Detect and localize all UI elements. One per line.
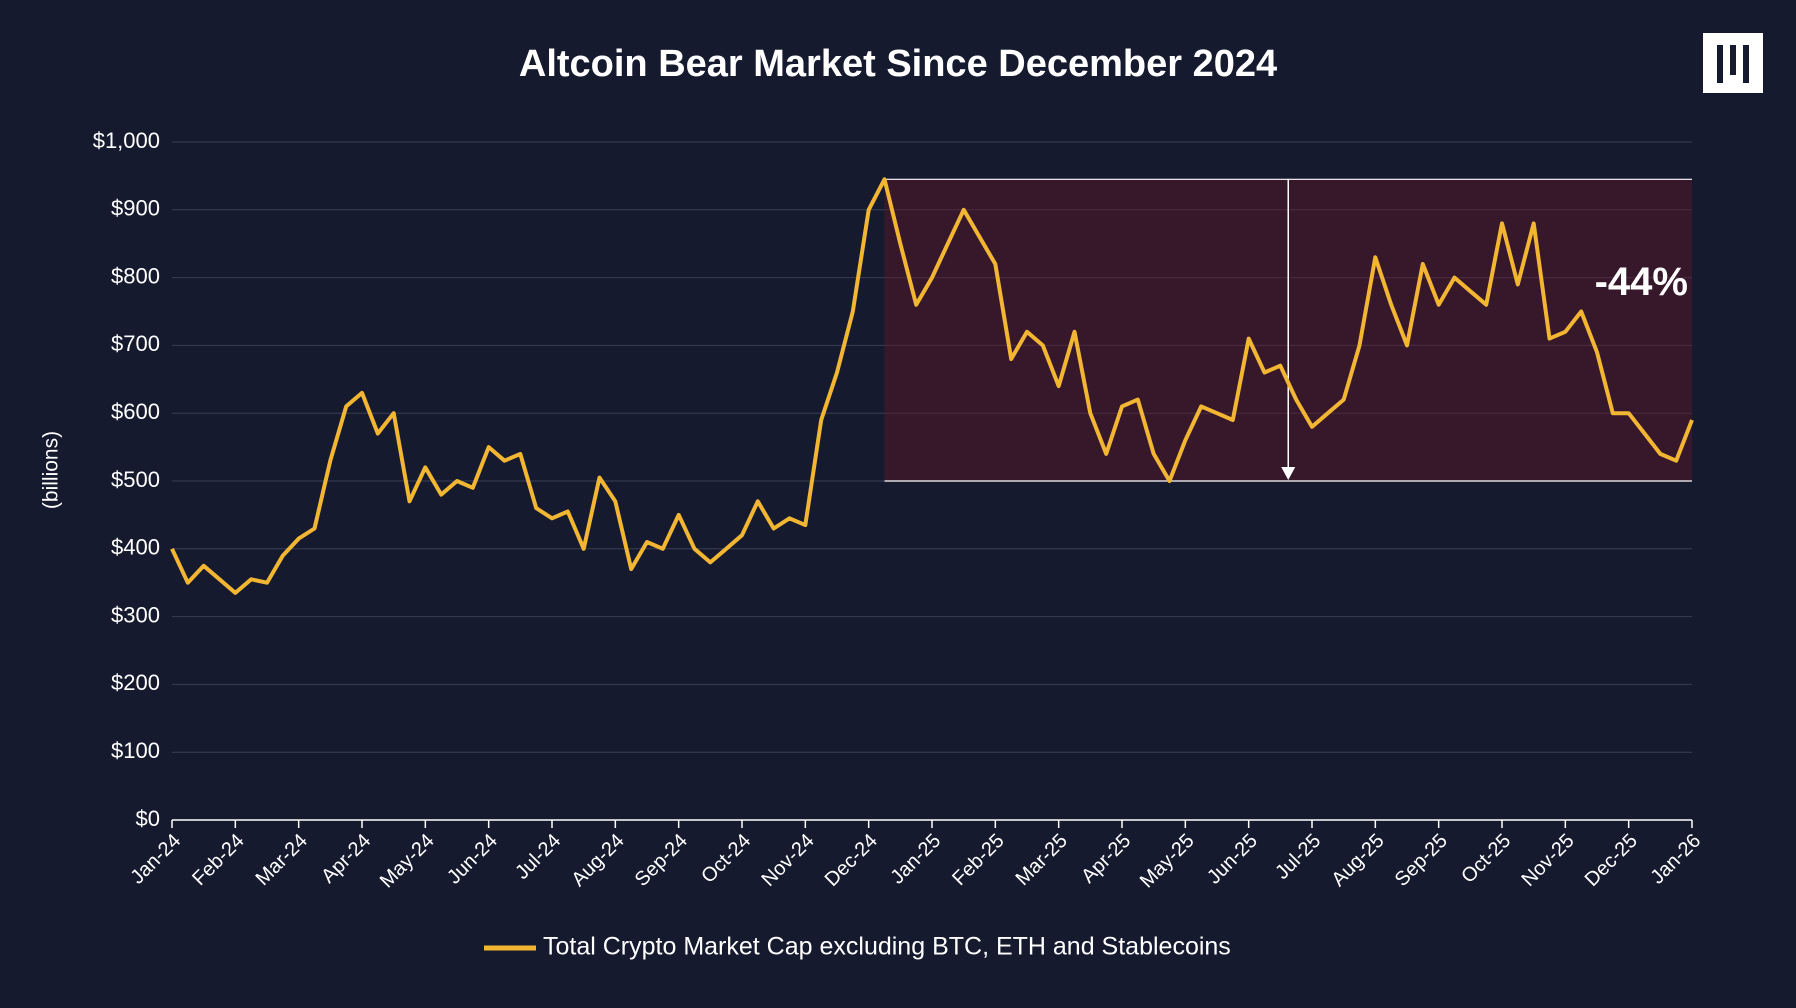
y-tick-label: $0 [136, 806, 160, 831]
legend-label: Total Crypto Market Cap excluding BTC, E… [543, 933, 1231, 961]
y-tick-label: $1,000 [93, 128, 160, 153]
annotation: -44% [1595, 260, 1688, 304]
y-tick-label: $900 [111, 196, 160, 221]
chart-title: Altcoin Bear Market Since December 2024 [519, 43, 1277, 85]
y-tick-label: $400 [111, 535, 160, 560]
y-tick-label: $700 [111, 331, 160, 356]
y-tick-label: $200 [111, 670, 160, 695]
y-tick-label: $300 [111, 602, 160, 627]
series-line [170, 177, 1694, 595]
arrow-head [1281, 467, 1296, 480]
y-tick-label: $600 [111, 399, 160, 424]
logo [1703, 33, 1763, 93]
y-tick-label: $800 [111, 263, 160, 288]
y-tick-label: $100 [111, 738, 160, 763]
y-axis-label: (billions) [40, 431, 63, 509]
y-tick-label: $500 [111, 467, 160, 492]
